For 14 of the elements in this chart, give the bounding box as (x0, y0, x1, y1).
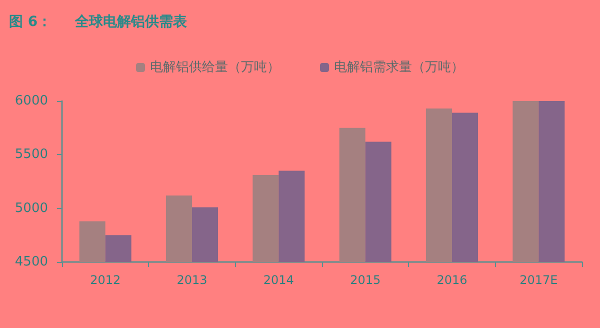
y-tick-label: 5500 (14, 147, 48, 162)
legend-label: 电解铝需求量（万吨） (334, 60, 464, 75)
x-tick-label: 2015 (350, 273, 381, 287)
legend-label: 电解铝供给量（万吨） (150, 60, 280, 75)
x-tick-label: 2013 (176, 273, 208, 287)
x-tick-label: 2016 (436, 273, 468, 287)
y-tick-label: 4500 (14, 254, 48, 270)
x-tick-label: 2014 (263, 273, 294, 287)
y-tick-label: 6000 (14, 94, 48, 108)
y-tick-label: 5000 (14, 200, 48, 216)
chart-subtitle: 全球电解铝供需表 (74, 14, 188, 30)
x-tick-label: 2017E (520, 273, 558, 287)
chart-title: 图 6： (9, 14, 52, 30)
x-tick-label: 2012 (90, 273, 121, 287)
